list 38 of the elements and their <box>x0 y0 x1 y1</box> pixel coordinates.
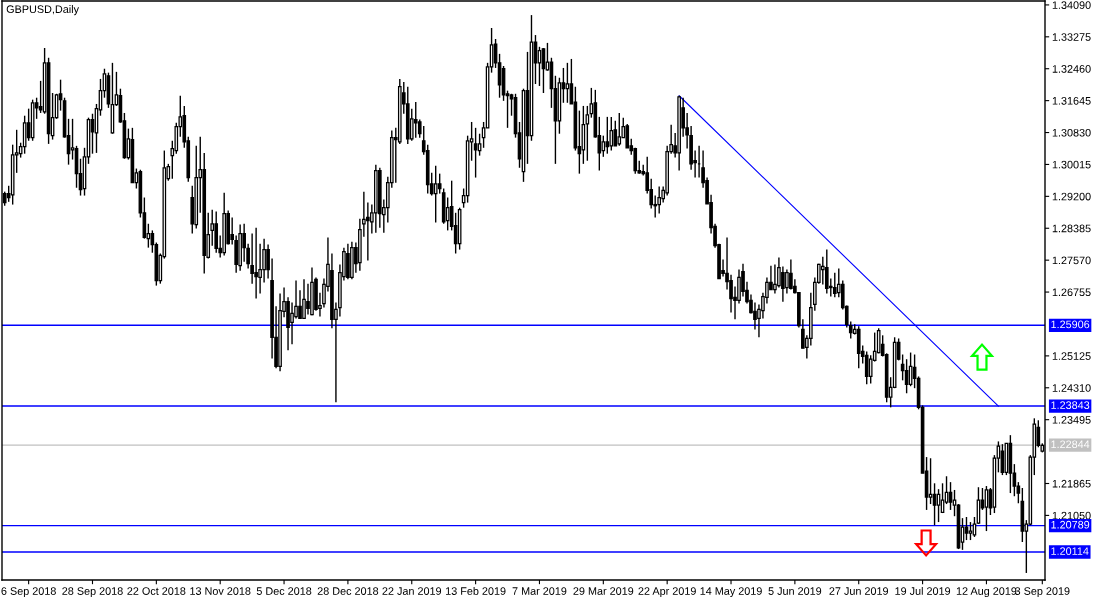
y-tick-label: 1.32460 <box>1052 65 1091 73</box>
chart-title: GBPUSD,Daily <box>6 5 79 16</box>
x-tick-label: 28 Dec 2018 <box>317 587 379 595</box>
x-tick-label: 6 Sep 2018 <box>1 587 56 598</box>
y-tick-label: 1.25125 <box>1052 352 1091 360</box>
y-tick-label: 1.28385 <box>1052 224 1091 233</box>
x-tick-label: 27 Jun 2019 <box>829 587 889 595</box>
y-tick-label: 1.21865 <box>1052 479 1091 488</box>
ref-line-label: 1.20789 <box>1051 520 1090 529</box>
x-tick-label: 12 Aug 2019 <box>956 587 1017 598</box>
x-tick-label: 3 Sep 2019 <box>1015 587 1070 598</box>
x-tick-label: 22 Oct 2018 <box>127 587 186 595</box>
x-tick-label: 13 Feb 2019 <box>446 586 506 595</box>
y-tick-label: 1.29200 <box>1052 192 1091 201</box>
y-tick-label: 1.23495 <box>1052 416 1091 424</box>
ref-line-label: 1.23843 <box>1051 401 1090 409</box>
y-tick-label: 1.24310 <box>1052 384 1091 392</box>
y-tick-label: 1.34090 <box>1052 1 1091 9</box>
x-tick-label: 13 Nov 2018 <box>190 587 251 595</box>
y-tick-label: 1.31645 <box>1052 96 1091 105</box>
ref-line-label: 1.22844 <box>1051 440 1090 449</box>
x-tick-label: 22 Jan 2019 <box>382 587 442 595</box>
x-tick-label: 19 Jul 2019 <box>895 586 951 595</box>
y-tick-label: 1.30830 <box>1052 128 1091 137</box>
x-tick-label: 14 May 2019 <box>700 587 762 598</box>
x-tick-label: 5 Jun 2019 <box>768 587 822 595</box>
y-tick-label: 1.26755 <box>1052 288 1091 297</box>
x-tick-label: 28 Sep 2018 <box>62 587 123 598</box>
y-tick-label: 1.30015 <box>1052 160 1091 169</box>
x-tick-label: 29 Mar 2019 <box>573 587 634 595</box>
ref-line-label: 1.20114 <box>1051 547 1089 555</box>
x-tick-label: 22 Apr 2019 <box>638 587 696 598</box>
x-tick-label: 7 Mar 2019 <box>512 587 567 595</box>
x-tick-label: 5 Dec 2018 <box>256 587 312 595</box>
y-tick-label: 1.21050 <box>1052 511 1091 520</box>
y-tick-label: 1.27570 <box>1052 256 1091 265</box>
ref-line-label: 1.25906 <box>1051 320 1090 329</box>
y-tick-label: 1.33275 <box>1052 33 1091 41</box>
